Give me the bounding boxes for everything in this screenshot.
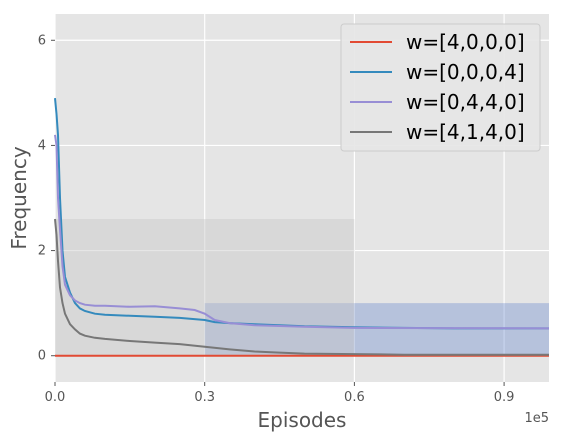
y-tick-label: 6 [38, 33, 46, 48]
y-tick-label: 4 [38, 138, 46, 153]
x-tick-label: 0.9 [494, 390, 515, 405]
x-axis-offset-label: 1e5 [524, 411, 549, 426]
legend-label: w=[0,0,0,4] [406, 60, 525, 84]
legend-label: w=[4,0,0,0] [406, 30, 525, 54]
legend-label: w=[4,1,4,0] [406, 120, 525, 144]
shaded-band [204, 303, 550, 356]
x-tick-label: 0.6 [344, 390, 365, 405]
legend-label: w=[0,4,4,0] [406, 90, 525, 114]
y-axis-ticks: 0 2 4 6 [38, 33, 55, 364]
x-tick-label: 0.3 [194, 390, 215, 405]
y-tick-label: 2 [38, 244, 46, 259]
x-axis-label: Episodes [258, 408, 347, 432]
series-line-3 [54, 134, 550, 330]
series-lines [54, 98, 550, 357]
y-axis-label: Frequency [7, 146, 31, 249]
legend: w=[4,0,0,0] w=[0,0,0,4] w=[0,4,4,0] w=[4,1,… [340, 23, 541, 152]
x-tick-label: 0.0 [45, 390, 66, 405]
series-line-4 [54, 218, 549, 356]
shaded-bands [55, 219, 550, 356]
legend-box [340, 23, 541, 152]
x-axis-ticks: 0.0 0.3 0.6 0.9 [45, 382, 515, 405]
y-tick-label: 0 [38, 349, 46, 364]
shaded-band [55, 219, 355, 356]
